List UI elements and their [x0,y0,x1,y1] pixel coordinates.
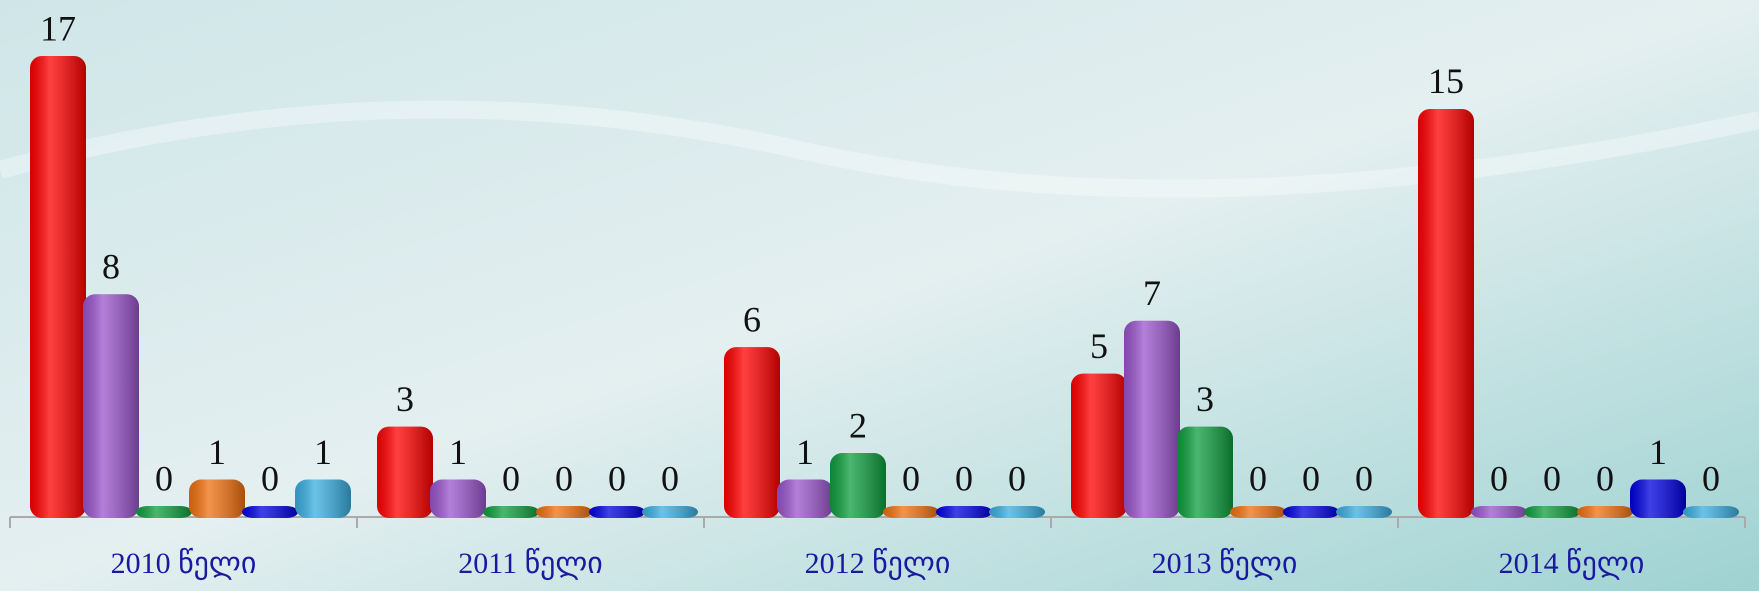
x-tick-label: 2013 წელი [1152,547,1298,581]
value-label: 17 [40,8,76,48]
bar-shade [1418,108,1474,519]
value-label: 1 [314,432,332,472]
value-label: 0 [502,458,520,498]
value-label: 1 [1649,432,1667,472]
bar-shade [136,506,192,518]
bar-shade [1577,506,1633,518]
value-label: 0 [902,458,920,498]
value-label: 0 [1596,458,1614,498]
bar-shade [1230,506,1286,518]
value-label: 0 [1702,458,1720,498]
value-label: 0 [261,458,279,498]
bar-shade [30,56,86,518]
value-label: 0 [1543,458,1561,498]
bar-shade [1071,373,1127,518]
bar-shade [883,506,939,518]
value-label: 8 [102,247,120,287]
bar-shade [483,506,539,518]
value-label: 6 [743,299,761,339]
x-tick-label: 2011 წელი [458,547,603,581]
bar-shade [1524,506,1580,518]
bar-shade [830,453,886,518]
bar-shade [1336,506,1392,518]
value-label: 0 [555,458,573,498]
value-label: 5 [1090,326,1108,366]
value-label: 0 [1302,458,1320,498]
value-label: 0 [1490,458,1508,498]
bar-shade [536,506,592,518]
bar-shade [642,506,698,518]
bar-shade [777,479,833,518]
value-label: 1 [208,432,226,472]
value-label: 3 [1196,379,1214,419]
value-label: 1 [796,432,814,472]
value-label: 0 [955,458,973,498]
bar-shade [989,506,1045,518]
bar-shade [936,506,992,518]
bar-shade [189,479,245,518]
value-label: 0 [1008,458,1026,498]
bar-shade [1283,506,1339,518]
value-label: 0 [661,458,679,498]
value-label: 1 [449,432,467,472]
value-label: 7 [1143,273,1161,313]
x-tick-label: 2014 წელი [1499,547,1645,581]
value-label: 2 [849,405,867,445]
bar-shade [1471,506,1527,518]
x-tick-label: 2010 წელი [111,547,257,581]
value-label: 0 [1249,458,1267,498]
value-label: 0 [1355,458,1373,498]
value-label: 15 [1428,61,1464,101]
bar-shade [1177,426,1233,518]
bar-shade [1124,320,1180,518]
bar-shade [1683,506,1739,518]
x-tick-label: 2012 წელი [805,547,951,581]
bar-shade [295,479,351,518]
value-label: 3 [396,379,414,419]
bar-shade [589,506,645,518]
bar-shade [430,479,486,518]
value-label: 0 [608,458,626,498]
bar-shade [242,506,298,518]
bar-shade [1630,479,1686,518]
bar-shade [377,426,433,518]
bar-shade [83,294,139,518]
value-label: 0 [155,458,173,498]
bar-shade [724,347,780,518]
